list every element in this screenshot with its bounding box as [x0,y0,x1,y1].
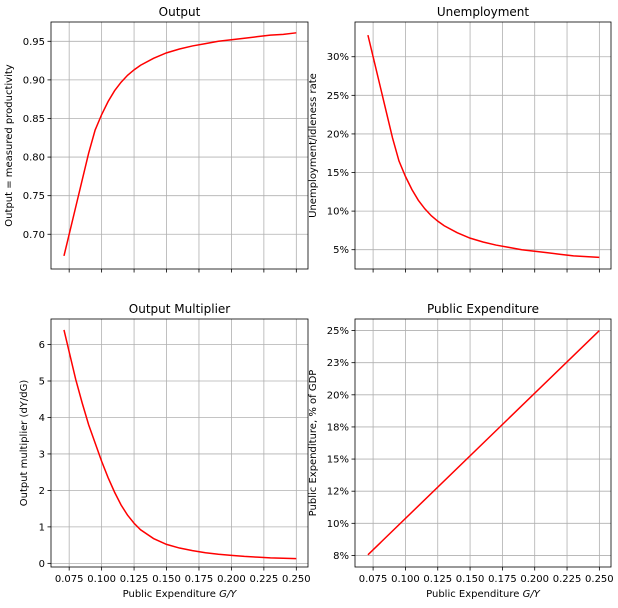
series-line [367,34,600,259]
chart-title: Output Multiplier [129,302,230,316]
y-tick-label: 25% [327,91,349,102]
x-tick-label: 0.200 [217,574,246,585]
chart-title: Output [159,5,201,19]
y-tick-label: 15% [327,455,349,466]
series-line [367,330,600,556]
x-tick-label: 0.125 [120,574,149,585]
x-tick-label: 0.075 [55,574,84,585]
x-axis-label-variable: G/Y [523,589,541,600]
y-tick-label: 23% [327,358,349,369]
x-tick-label: 0.250 [282,574,311,585]
y-tick-label: 20% [327,129,349,140]
x-tick-label: 0.200 [520,574,549,585]
y-tick-label: 10% [327,207,349,218]
y-tick-label: 10% [327,519,349,530]
output-multiplier-panel: 0.075 0.100 0.125 0.150 0.175 0.200 0.225 0.250… [19,302,311,600]
y-tick-label: 8% [333,551,349,562]
y-tick-label: 15% [327,168,349,179]
y-tick-label: 0.75 [23,191,45,202]
unemployment-panel: 5% 10% 15% 20% 25% 30% Unemployment Unemploymen… [308,5,612,273]
chart-title: Public Expenditure [427,302,539,316]
y-axis-label: Public Expenditure, % of GDP [308,370,319,517]
axes-frame [50,21,309,270]
x-axis-label-variable: G/Y [219,589,237,600]
x-axis-label-text: Public Expenditure [123,589,219,600]
y-tick-label: 4 [39,413,45,424]
x-tick-label: 0.125 [423,574,452,585]
y-tick-label: 25% [327,326,349,337]
y-tick-label: 0.80 [23,153,45,164]
public-expenditure-panel: 0.075 0.100 0.125 0.150 0.175 0.200 0.225 0.250… [308,302,614,600]
y-tick-label: 12% [327,487,349,498]
x-axis-label-text: Public Expenditure [426,589,522,600]
axes-frame [50,318,309,568]
y-tick-label: 0.70 [23,230,45,241]
y-tick-label: 18% [327,422,349,433]
y-tick-label: 6 [39,340,45,351]
x-tick-label: 0.175 [185,574,214,585]
y-tick-label: 3 [39,449,45,460]
series-line [63,32,297,257]
y-tick-label: 0.90 [23,75,45,86]
y-axis-label: Unemployment/idleness rate [308,73,319,218]
x-tick-label: 0.175 [488,574,517,585]
y-tick-label: 0.95 [23,37,45,48]
y-tick-label: 30% [327,52,349,63]
y-tick-label: 5 [39,377,45,388]
y-tick-label: 0 [39,559,45,570]
x-axis-label: Public Expenditure G/Y [426,589,541,600]
x-tick-label: 0.075 [359,574,388,585]
x-tick-label: 0.225 [553,574,582,585]
y-tick-label: 1 [39,522,45,533]
y-axis-label: Output = measured productivity [4,64,15,226]
x-tick-label: 0.150 [152,574,181,585]
chart-title: Unemployment [437,5,530,19]
series-line [63,329,297,560]
y-tick-label: 0.85 [23,114,45,125]
y-tick-label: 20% [327,390,349,401]
output-panel: 0.70 0.75 0.80 0.85 0.90 0.95 Output Output = m… [4,5,309,273]
y-axis-label: Output multiplier (dY/dG) [19,380,30,507]
x-tick-label: 0.250 [585,574,614,585]
x-tick-label: 0.100 [391,574,420,585]
x-tick-label: 0.225 [250,574,279,585]
x-axis-label: Public Expenditure G/Y [123,589,238,600]
y-tick-label: 2 [39,486,45,497]
axes-frame [354,21,612,270]
x-tick-label: 0.150 [456,574,485,585]
y-tick-label: 5% [333,245,349,256]
x-tick-label: 0.100 [87,574,116,585]
axes-frame [354,318,612,568]
